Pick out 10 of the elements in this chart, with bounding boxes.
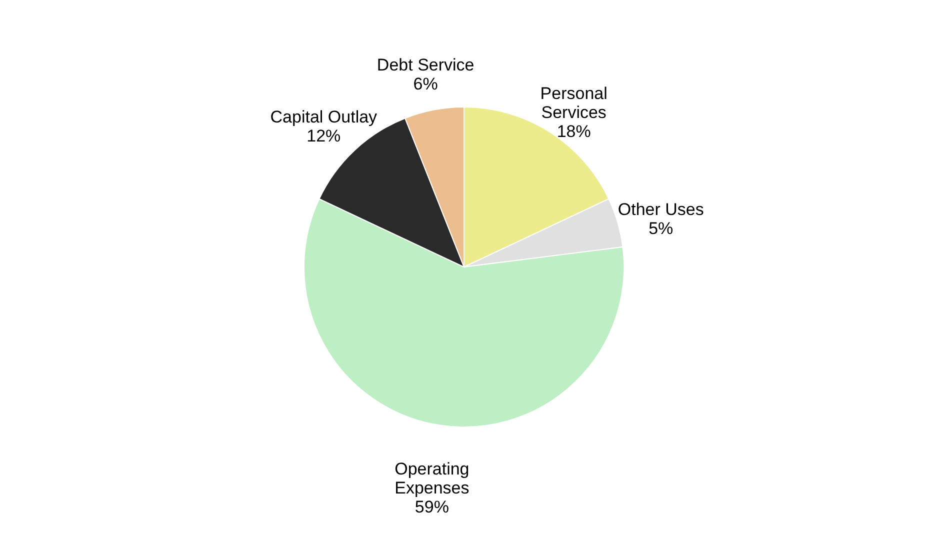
slice-label: Other Uses: [618, 200, 704, 219]
data-label: 12%: [306, 126, 341, 146]
data-label: 5%: [648, 218, 674, 238]
data-label: 6%: [413, 74, 438, 94]
data-label: 59%: [414, 497, 449, 516]
data-label: 18%: [556, 122, 591, 141]
slice-label: Debt Service: [376, 56, 474, 75]
slice-label: Capital Outlay: [270, 108, 378, 127]
slice-label: Operating Expenses: [394, 459, 470, 498]
slice-label: Personal Services: [540, 84, 608, 122]
